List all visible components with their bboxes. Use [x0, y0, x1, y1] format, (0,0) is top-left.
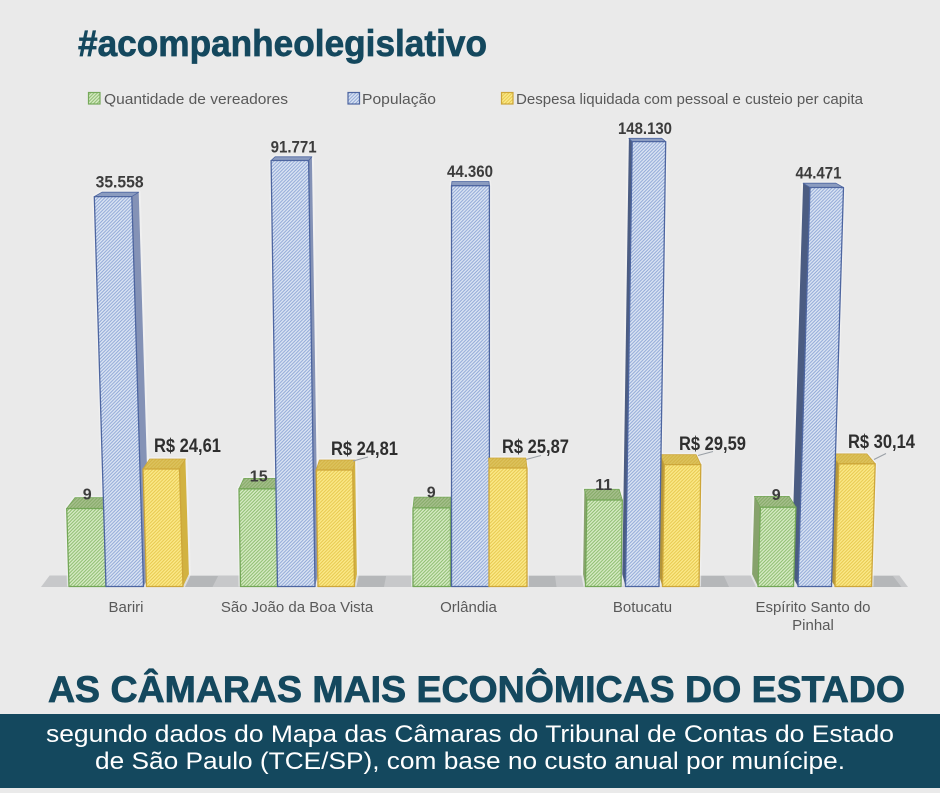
svg-text:Espírito Santo do: Espírito Santo do: [755, 599, 870, 616]
svg-text:35.558: 35.558: [96, 174, 144, 192]
svg-text:15: 15: [250, 469, 268, 486]
svg-text:R$ 29,59: R$ 29,59: [679, 434, 746, 455]
svg-text:11: 11: [595, 477, 612, 494]
svg-text:9: 9: [772, 487, 781, 504]
svg-text:População: População: [362, 92, 436, 108]
svg-text:R$ 24,61: R$ 24,61: [154, 436, 221, 457]
svg-text:segundo dados do Mapa das Câma: segundo dados do Mapa das Câmaras do Tri…: [46, 721, 894, 748]
svg-text:R$ 25,87: R$ 25,87: [502, 437, 569, 458]
svg-text:44.360: 44.360: [447, 163, 493, 181]
svg-text:de São Paulo (TCE/SP), com bas: de São Paulo (TCE/SP), com base no custo…: [95, 748, 845, 775]
svg-text:Quantidade de vereadores: Quantidade de vereadores: [104, 92, 288, 108]
svg-text:Orlândia: Orlândia: [440, 599, 497, 616]
svg-text:Bariri: Bariri: [108, 599, 143, 616]
svg-text:Despesa liquidada com pessoal: Despesa liquidada com pessoal e custeio …: [516, 92, 864, 108]
svg-text:Botucatu: Botucatu: [613, 599, 672, 616]
svg-text:9: 9: [83, 487, 92, 504]
svg-text:R$ 30,14: R$ 30,14: [848, 432, 915, 453]
svg-text:148.130: 148.130: [618, 120, 672, 138]
svg-text:9: 9: [427, 485, 436, 502]
svg-text:44.471: 44.471: [796, 165, 842, 183]
svg-text:São João da Boa Vista: São João da Boa Vista: [221, 599, 374, 616]
svg-text:AS CÂMARAS MAIS ECONÔMICAS DO: AS CÂMARAS MAIS ECONÔMICAS DO ESTADO: [48, 668, 905, 710]
svg-text:#acompanheolegislativo: #acompanheolegislativo: [78, 23, 487, 64]
svg-text:R$ 24,81: R$ 24,81: [331, 439, 398, 460]
svg-text:91.771: 91.771: [271, 138, 317, 156]
svg-text:Pinhal: Pinhal: [792, 617, 834, 634]
